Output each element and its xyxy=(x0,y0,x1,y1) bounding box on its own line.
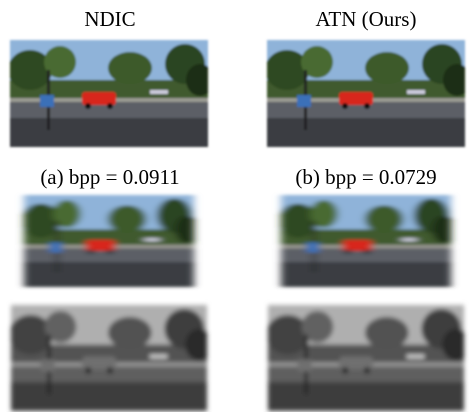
image-attention xyxy=(9,305,213,411)
caption: (b) bpp = 0.0729 xyxy=(295,165,436,189)
image-attention xyxy=(266,305,470,411)
caption: (a) bpp = 0.0911 xyxy=(40,165,179,189)
image-reconstruction xyxy=(265,40,471,147)
image-original xyxy=(8,40,214,147)
image-feature xyxy=(279,195,456,287)
figure: NDIC ATN (Ours) (a) bpp = 0.0911 (b) bpp… xyxy=(0,0,475,412)
image-feature xyxy=(22,195,199,287)
column-title: NDIC xyxy=(84,7,135,31)
column-title: ATN (Ours) xyxy=(316,7,417,31)
